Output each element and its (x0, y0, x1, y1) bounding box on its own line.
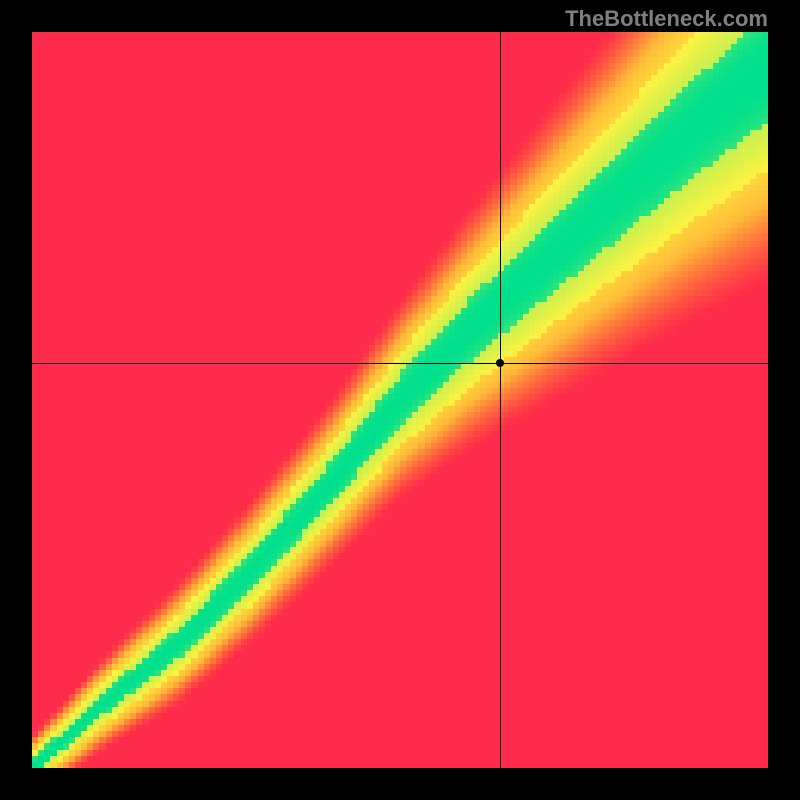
watermark-text: TheBottleneck.com (565, 6, 768, 32)
crosshair-horizontal (32, 363, 768, 364)
plot-area (32, 32, 768, 768)
chart-container: TheBottleneck.com (0, 0, 800, 800)
crosshair-vertical (500, 32, 501, 768)
heatmap-canvas (32, 32, 768, 768)
